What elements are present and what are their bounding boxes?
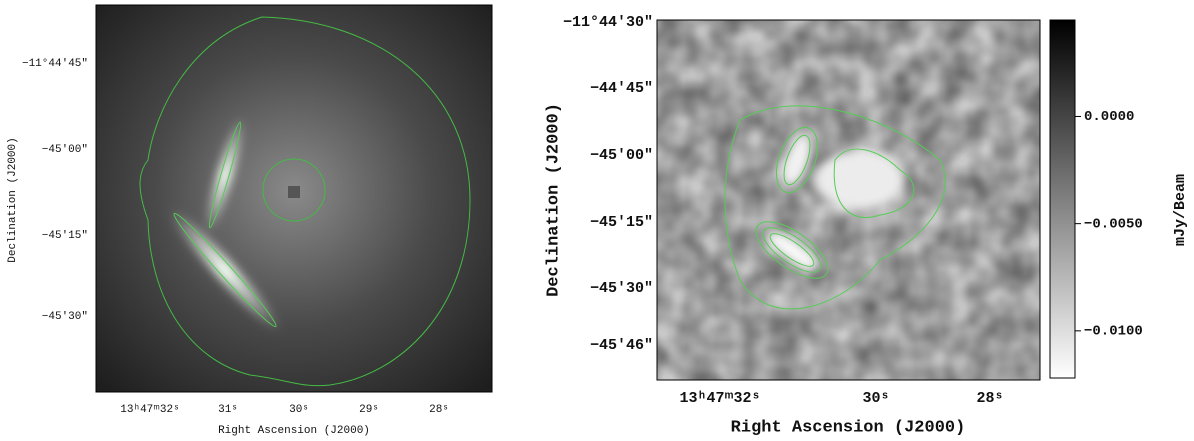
- y-tick-label: −45′15″: [590, 214, 653, 231]
- x-tick-label: 30ˢ: [289, 404, 309, 416]
- colorbar-label: mJy/Beam: [1172, 174, 1189, 246]
- y-tick-label: −45′30″: [42, 311, 88, 323]
- colorbar: [1049, 19, 1076, 379]
- colorbar-tick-label: 0.0000: [1084, 109, 1134, 125]
- y-axis-label: Declination (J2000): [7, 137, 19, 262]
- right-image: [656, 19, 1041, 381]
- x-tick-label: 28ˢ: [976, 390, 1003, 407]
- x-tick-label: 28ˢ: [429, 404, 449, 416]
- y-tick-label: −45′00″: [42, 144, 88, 156]
- x-tick-label: 30ˢ: [862, 390, 889, 407]
- y-tick-label: −11°44′45″: [22, 58, 88, 70]
- y-tick-label: −45′30″: [590, 280, 653, 297]
- y-tick-label: −45′15″: [42, 230, 88, 242]
- colorbar-tick-label: −0.0100: [1084, 324, 1143, 340]
- x-tick-label: 29ˢ: [359, 404, 379, 416]
- x-axis-label: Right Ascension (J2000): [218, 425, 370, 437]
- x-tick-label: 13ʰ47ᵐ32ˢ: [120, 404, 179, 416]
- colorbar-tick-label: −0.0050: [1084, 216, 1143, 232]
- x-axis-label: Right Ascension (J2000): [731, 418, 966, 437]
- y-tick-label: −44′45″: [590, 80, 653, 97]
- y-axis-label: Declination (J2000): [544, 103, 563, 297]
- x-tick-label: 31ˢ: [218, 404, 238, 416]
- y-tick-label: −11°44′30″: [563, 14, 653, 31]
- x-tick-label: 13ʰ47ᵐ32ˢ: [679, 390, 760, 407]
- y-tick-label: −45′00″: [590, 147, 653, 164]
- y-tick-label: −45′46″: [590, 337, 653, 354]
- left-image: [95, 4, 493, 393]
